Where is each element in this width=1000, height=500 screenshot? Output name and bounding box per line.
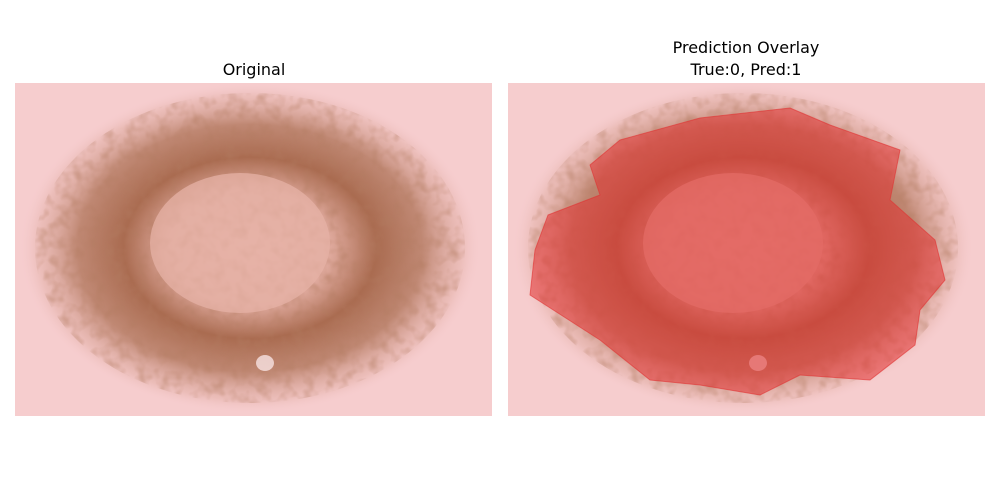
prediction-mask xyxy=(529,107,946,396)
panel-title: Original xyxy=(223,60,286,79)
original-image xyxy=(15,83,492,416)
panel-title: Prediction Overlay xyxy=(673,38,820,57)
panel-subtitle: True:0, Pred:1 xyxy=(690,60,802,79)
